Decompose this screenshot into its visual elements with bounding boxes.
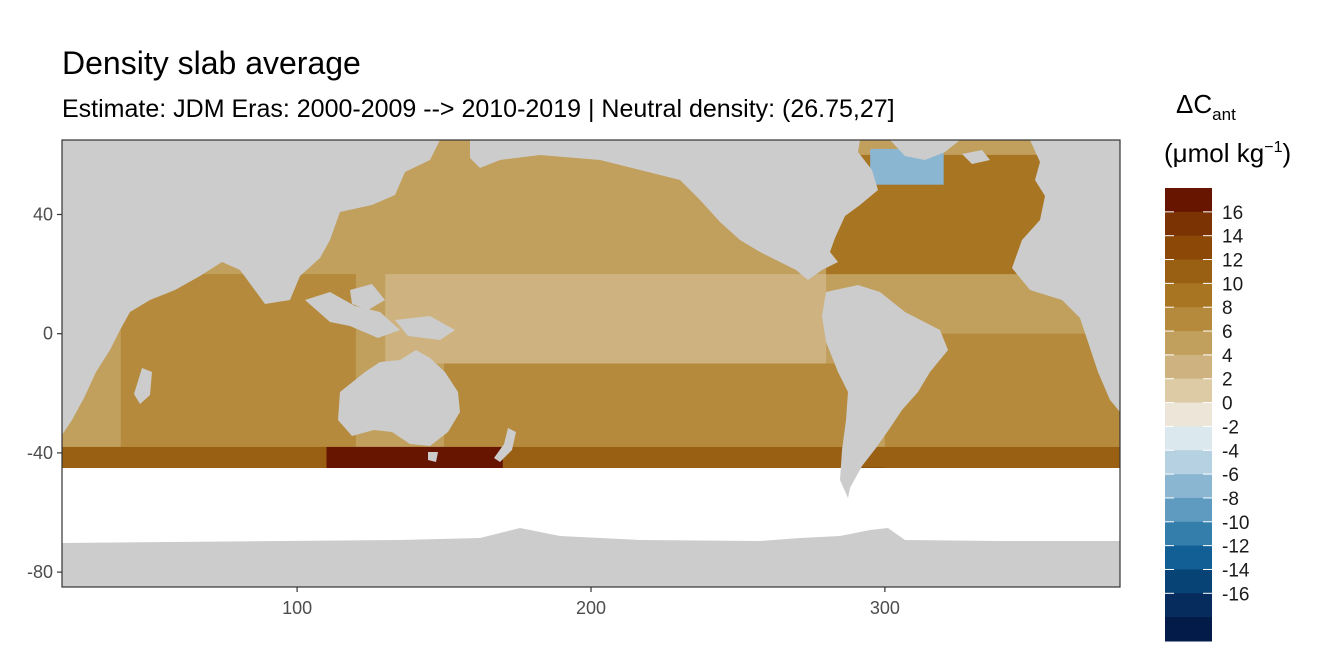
legend-swatch	[1165, 474, 1212, 499]
indonesia	[305, 292, 400, 338]
antarctica	[62, 528, 1120, 587]
legend-tick-label: 16	[1222, 203, 1243, 224]
legend-tick-label: -8	[1222, 489, 1239, 510]
landmass-africa-west	[62, 140, 440, 435]
africa-europe-east	[1012, 140, 1120, 412]
legend-swatch	[1165, 378, 1212, 404]
legend-swatch	[1165, 402, 1212, 427]
chart-title: Density slab average	[62, 45, 361, 81]
legend-swatch	[1165, 259, 1212, 284]
y-tick-label: -80	[27, 562, 53, 582]
legend-tick-label: 8	[1222, 298, 1233, 319]
legend-tick-label: -16	[1222, 584, 1249, 605]
legend-tick-label: 12	[1222, 251, 1243, 272]
legend-tick-label: -14	[1222, 560, 1250, 581]
legend-tick-label: -10	[1222, 513, 1249, 534]
y-axis: -80 -40 0 40	[27, 205, 62, 582]
y-tick-label: 40	[33, 205, 53, 225]
madagascar	[134, 368, 152, 404]
legend-colorbar	[1165, 188, 1212, 642]
basin-equatorial-pacific	[385, 274, 827, 364]
legend-tick-label: 6	[1222, 322, 1233, 343]
legend-swatch	[1165, 569, 1212, 594]
legend-tick-label: -4	[1222, 441, 1239, 462]
legend-swatch	[1165, 521, 1212, 547]
basin-north-pacific	[355, 154, 709, 275]
legend-tick-label: -6	[1222, 465, 1239, 486]
legend-swatch	[1165, 307, 1212, 332]
legend-swatch	[1165, 497, 1212, 523]
legend-swatch	[1165, 283, 1212, 308]
new-zealand	[494, 428, 516, 462]
plot-panel	[61, 139, 1121, 588]
x-tick-label: 200	[576, 598, 606, 618]
map-layer	[62, 140, 1120, 587]
chart-subtitle: Estimate: JDM Eras: 2000-2009 --> 2010-2…	[62, 95, 895, 123]
legend-swatch	[1165, 354, 1212, 380]
legend-swatch	[1165, 211, 1212, 237]
legend-tick-label: 0	[1222, 394, 1233, 415]
legend-swatch	[1165, 450, 1212, 475]
x-axis: 100 200 300	[282, 587, 900, 618]
greenland	[890, 140, 960, 160]
legend-title-symbol: ΔCant	[1176, 89, 1236, 124]
x-tick-label: 100	[282, 598, 312, 618]
south-america	[822, 285, 948, 498]
x-tick-label: 300	[870, 598, 900, 618]
legend-swatch	[1165, 188, 1212, 213]
legend-swatch	[1165, 235, 1212, 261]
legend-swatch	[1165, 545, 1212, 570]
legend-tick-label: 10	[1222, 274, 1243, 295]
legend-tick-label: 4	[1222, 346, 1233, 367]
iceland	[962, 150, 990, 164]
legend-swatch	[1165, 426, 1212, 451]
y-tick-label: -40	[27, 443, 53, 463]
no-data-band	[62, 468, 1120, 543]
y-tick-label: 0	[43, 324, 53, 344]
legend-swatch	[1165, 331, 1212, 356]
north-america	[470, 140, 878, 280]
legend-tick-label: 2	[1222, 370, 1233, 391]
tasmania	[428, 452, 438, 462]
legend-tick-label: -12	[1222, 537, 1249, 558]
legend-tick-label: -2	[1222, 417, 1239, 438]
legend-tick-label: 14	[1222, 227, 1244, 248]
legend-swatch	[1165, 617, 1212, 642]
borneo	[350, 284, 385, 310]
australia	[338, 350, 460, 446]
legend-title-unit: (μmol kg−1)	[1164, 138, 1291, 168]
legend-swatch	[1165, 593, 1212, 618]
new-guinea	[395, 316, 455, 340]
